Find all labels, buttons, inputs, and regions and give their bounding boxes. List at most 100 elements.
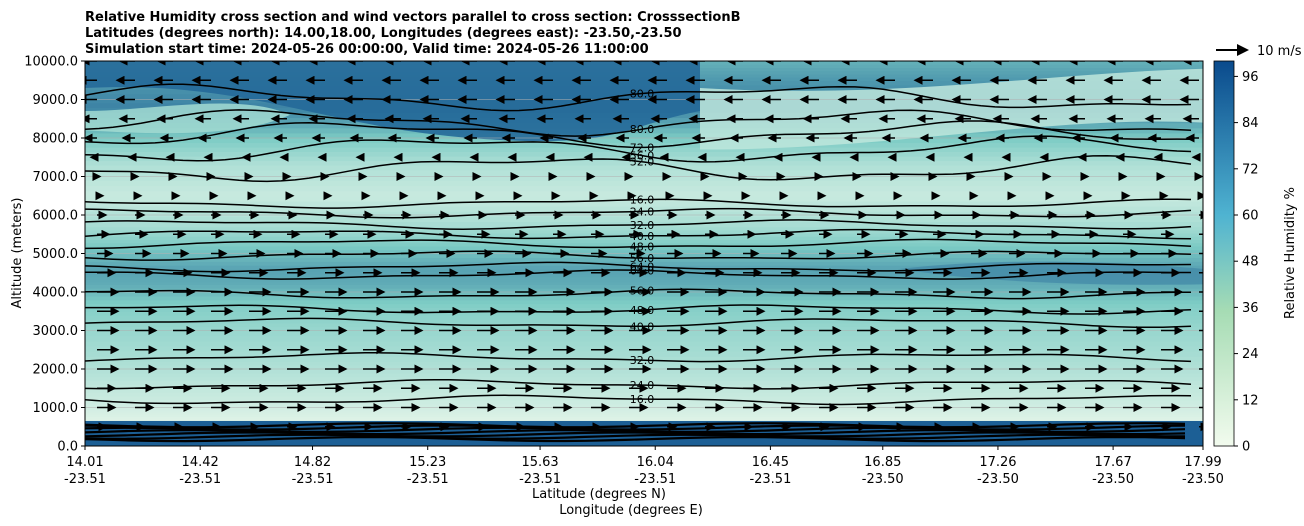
x-tick-label-lon: -23.51 (634, 472, 676, 487)
y-tick-label: 3000.0 (33, 324, 79, 339)
contour-label: 32.0 (630, 219, 655, 232)
rh-band (85, 399, 1203, 405)
contour-line (85, 109, 1192, 137)
contour-line (85, 378, 1192, 390)
rh-band (85, 418, 1203, 422)
colorbar-label: Relative Humidity % (1283, 187, 1298, 319)
contour-line (85, 317, 1192, 329)
dry-tongue (85, 103, 290, 134)
contour-label: 80.0 (630, 87, 655, 100)
rh-band (85, 216, 1203, 223)
contour-line (85, 219, 1192, 230)
colorbar-tick-label: 36 (1242, 301, 1259, 316)
colorbar-gradient (1213, 60, 1235, 447)
rh-band (85, 315, 1203, 320)
contour-label: 48.0 (630, 304, 655, 317)
rh-band (85, 164, 1203, 171)
contour-line (85, 394, 1192, 406)
rh-band (85, 175, 1203, 181)
x-tick-label-lat: 16.04 (637, 455, 674, 470)
rh-band (85, 284, 1203, 289)
rh-band (85, 200, 1203, 207)
colorbar-tick-label: 84 (1242, 116, 1259, 131)
rh-band (85, 303, 1203, 308)
y-tick-label: 8000.0 (33, 132, 79, 147)
rh-band (85, 295, 1203, 301)
surface-contour-cluster (85, 420, 1203, 446)
x-axis-ticks: 14.01 -23.51 14.42 -23.51 14.82 -23.51 15.23 -2… (64, 446, 1224, 487)
rh-band (85, 265, 1203, 270)
colorbar-tick-label: 12 (1242, 393, 1259, 408)
rh-band (85, 151, 1203, 157)
rh-band (85, 322, 1203, 328)
contour-label: 40.0 (630, 230, 655, 243)
x-tick-label-lat: 17.26 (979, 455, 1016, 470)
x-tick-label-lat: 14.01 (66, 455, 103, 470)
title-block: Relative Humidity cross section and wind… (85, 10, 741, 57)
contour-labels: 16.024.032.040.048.056.064.064.056.048.0… (630, 87, 655, 406)
x-axis-label-longitude: Longitude (degrees E) (559, 503, 703, 518)
x-tick-label-lat: 14.42 (182, 455, 219, 470)
contour-label: 32.0 (630, 354, 655, 367)
contour-line (85, 261, 1192, 273)
rh-band (85, 279, 1203, 283)
colorbar-tick-label: 48 (1242, 255, 1259, 270)
contour-label: 56.0 (630, 150, 655, 163)
rh-band (85, 411, 1203, 415)
rh-band (85, 170, 1203, 176)
contour-label: 64.0 (630, 264, 655, 277)
y-tick-label: 1000.0 (33, 401, 79, 416)
rh-band (85, 138, 1203, 144)
rh-band (85, 242, 1203, 247)
plot-area (85, 61, 1203, 446)
rh-band (85, 245, 1203, 251)
contour-label: 32.0 (630, 156, 655, 169)
quiver-key-label: 10 m/s (1257, 44, 1302, 59)
rh-band (85, 261, 1203, 266)
y-tick-label: 10000.0 (24, 55, 78, 70)
rh-band (85, 318, 1203, 324)
rh-band (85, 276, 1203, 280)
contour-line (85, 198, 1192, 209)
rh-band (85, 226, 1203, 231)
rh-band (85, 185, 1203, 192)
y-tick-label: 5000.0 (33, 247, 79, 262)
x-tick-label-lat: 17.99 (1184, 455, 1221, 470)
title-line-2: Latitudes (degrees north): 14.00,18.00, … (85, 26, 682, 41)
rh-band (85, 361, 1203, 366)
y-axis-ticks: 0.0 1000.0 2000.0 3000.0 4000.0 5000.0 6000.0 7… (24, 55, 85, 455)
y-tick-label: 0.0 (57, 440, 78, 455)
colorbar-tick-label: 96 (1242, 70, 1259, 85)
x-tick-label-lon: -23.51 (407, 472, 449, 487)
x-tick-label-lon: -23.50 (1182, 472, 1224, 487)
x-tick-label-lat: 17.67 (1095, 455, 1132, 470)
y-tick-label: 6000.0 (33, 209, 79, 224)
contour-label: 48.0 (630, 241, 655, 254)
contour-label: 72.0 (630, 141, 655, 154)
contour-line (85, 154, 1192, 183)
upper-right-dry (700, 68, 1203, 150)
colorbar-tick-label: 0 (1242, 440, 1250, 455)
rh-band (85, 376, 1203, 382)
rh-band (85, 380, 1203, 385)
rh-band (85, 414, 1203, 418)
rh-band (85, 335, 1203, 342)
colorbar-ticks: 0 12 24 36 48 60 72 84 96 (1234, 70, 1259, 455)
rh-band (85, 142, 1203, 148)
contour-line (85, 352, 1192, 363)
x-axis-label-latitude: Latitude (degrees N) (532, 487, 666, 502)
y-tick-label: 7000.0 (33, 170, 79, 185)
contour-label: 64.0 (630, 260, 655, 273)
surface-contour (85, 435, 1186, 443)
x-tick-label-lon: -23.51 (749, 472, 791, 487)
rh-band (85, 345, 1203, 352)
contour-line (85, 250, 1192, 261)
rh-band (85, 356, 1203, 362)
x-tick-label-lat: 16.85 (864, 455, 901, 470)
contour-label: 24.0 (630, 379, 655, 392)
colorbar-tick-label: 60 (1242, 209, 1259, 224)
contour-line (85, 238, 1192, 250)
x-tick-label-lat: 14.82 (294, 455, 331, 470)
rh-band (85, 392, 1203, 397)
